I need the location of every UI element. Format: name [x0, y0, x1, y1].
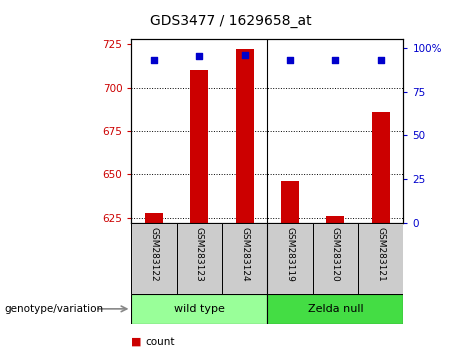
Point [377, 57, 384, 63]
Text: Zelda null: Zelda null [307, 304, 363, 314]
Bar [267, 294, 403, 324]
Text: GSM283124: GSM283124 [240, 227, 249, 281]
Bar [326, 216, 344, 223]
Text: wild type: wild type [174, 304, 225, 314]
Bar [177, 223, 222, 294]
Bar [222, 223, 267, 294]
Bar [145, 213, 163, 223]
Text: count: count [145, 337, 175, 347]
Text: GSM283123: GSM283123 [195, 227, 204, 281]
Bar [131, 223, 177, 294]
Text: genotype/variation: genotype/variation [5, 304, 104, 314]
Bar [358, 223, 403, 294]
Point [150, 57, 158, 63]
Point [241, 52, 248, 58]
Bar [313, 223, 358, 294]
Bar [190, 70, 208, 223]
Bar [281, 181, 299, 223]
Text: GSM283120: GSM283120 [331, 227, 340, 281]
Point [195, 54, 203, 59]
Point [286, 57, 294, 63]
Text: GSM283119: GSM283119 [285, 227, 295, 281]
Text: GSM283122: GSM283122 [149, 227, 159, 281]
Point [332, 57, 339, 63]
Text: GDS3477 / 1629658_at: GDS3477 / 1629658_at [150, 14, 311, 28]
Bar [267, 223, 313, 294]
Bar [131, 294, 267, 324]
Bar [236, 49, 254, 223]
Text: GSM283121: GSM283121 [376, 227, 385, 281]
Bar [372, 112, 390, 223]
Text: ■: ■ [131, 337, 142, 347]
